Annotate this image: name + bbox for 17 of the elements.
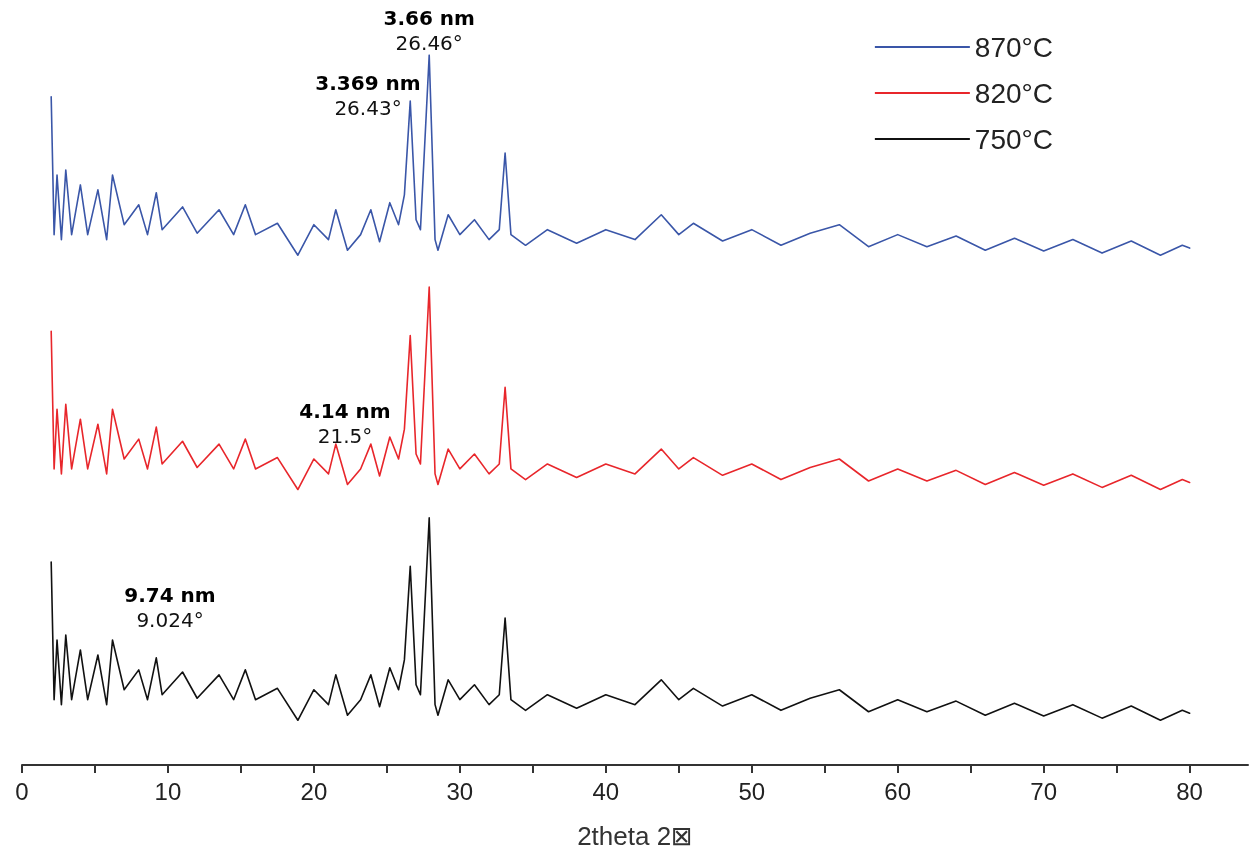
x-tick-label: 60 xyxy=(884,777,912,805)
x-tick-label: 10 xyxy=(154,777,182,805)
x-tick-label: 80 xyxy=(1176,777,1203,805)
legend-label: 820°C xyxy=(974,77,1054,109)
x-tick-label: 50 xyxy=(738,777,766,805)
x-tick-label: 70 xyxy=(1030,777,1058,805)
x-tick-label: 20 xyxy=(300,777,328,805)
x-tick-label: 40 xyxy=(592,777,620,805)
annotation: 3.66 nm 26.46° xyxy=(383,5,475,55)
annotation: 3.369 nm 26.43° xyxy=(315,70,421,120)
x-axis-title: 2theta 2⊠ xyxy=(577,821,693,851)
x-tick-label: 30 xyxy=(446,777,474,805)
legend-label: 750°C xyxy=(974,123,1054,155)
annotation: 9.74 nm 9.024° xyxy=(124,582,216,632)
annotation: 4.14 nm 21.5° xyxy=(299,398,391,448)
x-tick-label: 0 xyxy=(15,777,29,805)
legend-label: 870°C xyxy=(974,31,1054,63)
